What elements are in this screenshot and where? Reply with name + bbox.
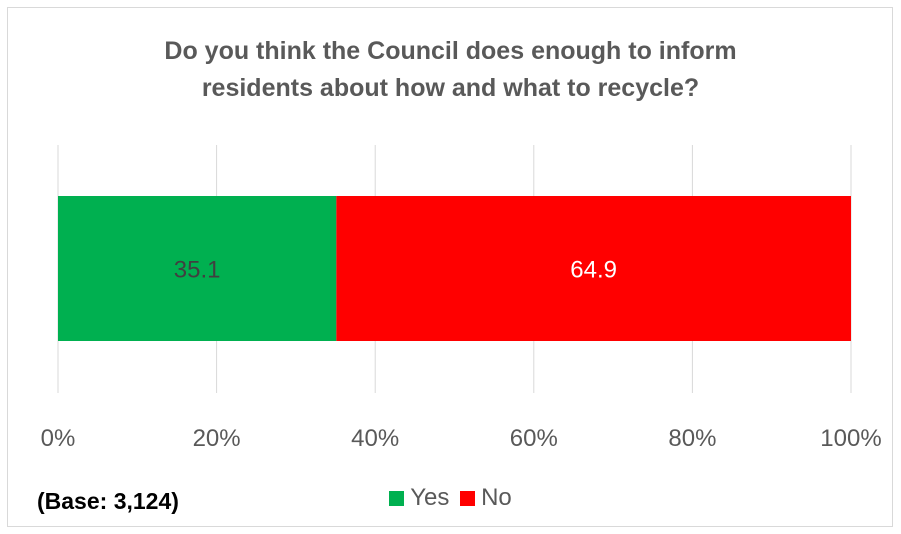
x-tick-label-1: 20% [193, 425, 241, 452]
x-tick-label-4: 80% [668, 425, 716, 452]
x-tick-label-3: 60% [510, 425, 558, 452]
legend-item-no: No [460, 484, 512, 512]
data-label-no: 64.9 [570, 257, 617, 284]
x-tick-label-0: 0% [41, 425, 76, 452]
bar-yes [58, 196, 337, 341]
x-tick-label-5: 100% [820, 425, 881, 452]
legend-label-yes: Yes [410, 484, 450, 511]
base-footnote: (Base: 3,124) [37, 488, 179, 514]
data-label-yes: 35.1 [174, 257, 221, 284]
legend: Yes No [0, 484, 901, 513]
bar-no [336, 196, 851, 341]
chart-title: Do you think the Council does enough to … [0, 33, 901, 107]
x-tick-label-2: 40% [351, 425, 399, 452]
chart-title-line-1: Do you think the Council does enough to … [164, 37, 737, 65]
legend-item-yes: Yes [389, 484, 449, 512]
legend-swatch-yes [389, 490, 405, 506]
legend-label-no: No [481, 484, 512, 511]
chart-title-line-2: residents about how and what to recycle? [201, 74, 700, 102]
legend-swatch-no [460, 490, 476, 506]
